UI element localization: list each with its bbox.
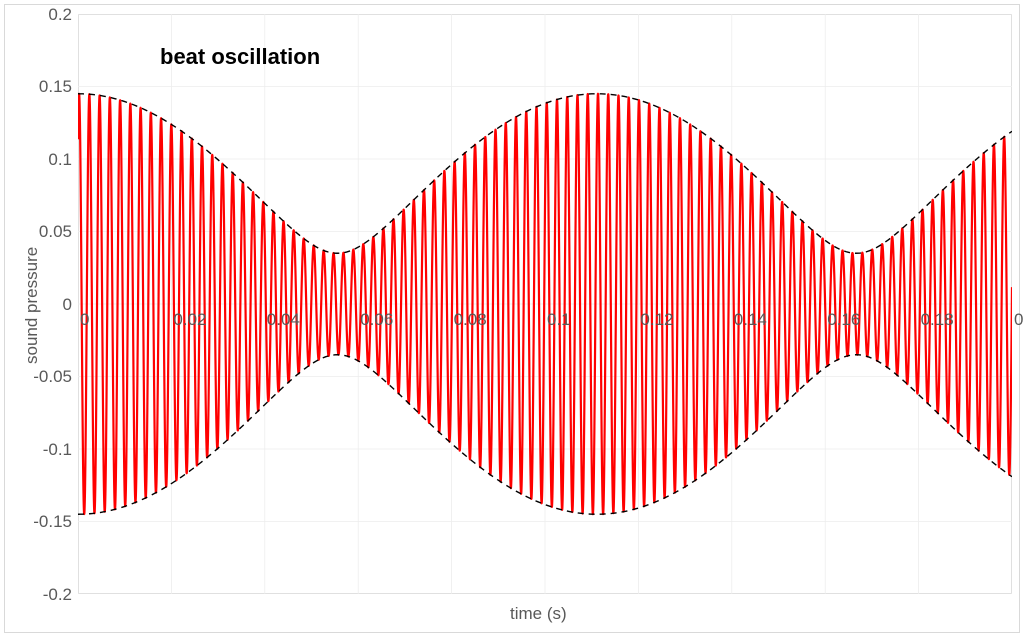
y-tick-label: -0.15 (33, 512, 72, 532)
x-tick-label: 0.04 (267, 310, 300, 330)
beat-annotation-text: beat oscillation (160, 44, 320, 69)
y-axis-title-text: sound pressure (22, 247, 41, 364)
y-tick-label: 0.2 (48, 5, 72, 25)
y-tick-label: 0 (63, 295, 72, 315)
x-tick-label: 0 (80, 310, 89, 330)
y-tick-label: -0.2 (43, 585, 72, 605)
x-tick-label: 0.2 (1014, 310, 1024, 330)
y-tick-label: 0.1 (48, 150, 72, 170)
x-tick-label: 0.14 (734, 310, 767, 330)
x-axis-title-text: time (s) (510, 604, 567, 623)
y-tick-label: 0.15 (39, 77, 72, 97)
plot-svg (78, 14, 1012, 594)
y-tick-label: 0.05 (39, 222, 72, 242)
y-tick-label: -0.1 (43, 440, 72, 460)
x-tick-label: 0.02 (173, 310, 206, 330)
x-axis-title: time (s) (510, 604, 567, 624)
y-tick-label: -0.05 (33, 367, 72, 387)
x-tick-label: 0.1 (547, 310, 571, 330)
beat-annotation: beat oscillation (160, 44, 320, 70)
plot-area (78, 14, 1012, 594)
x-tick-label: 0.08 (454, 310, 487, 330)
x-tick-label: 0.18 (921, 310, 954, 330)
x-tick-label: 0.12 (640, 310, 673, 330)
y-axis-title: sound pressure (22, 247, 42, 364)
x-tick-label: 0.06 (360, 310, 393, 330)
x-tick-label: 0.16 (827, 310, 860, 330)
